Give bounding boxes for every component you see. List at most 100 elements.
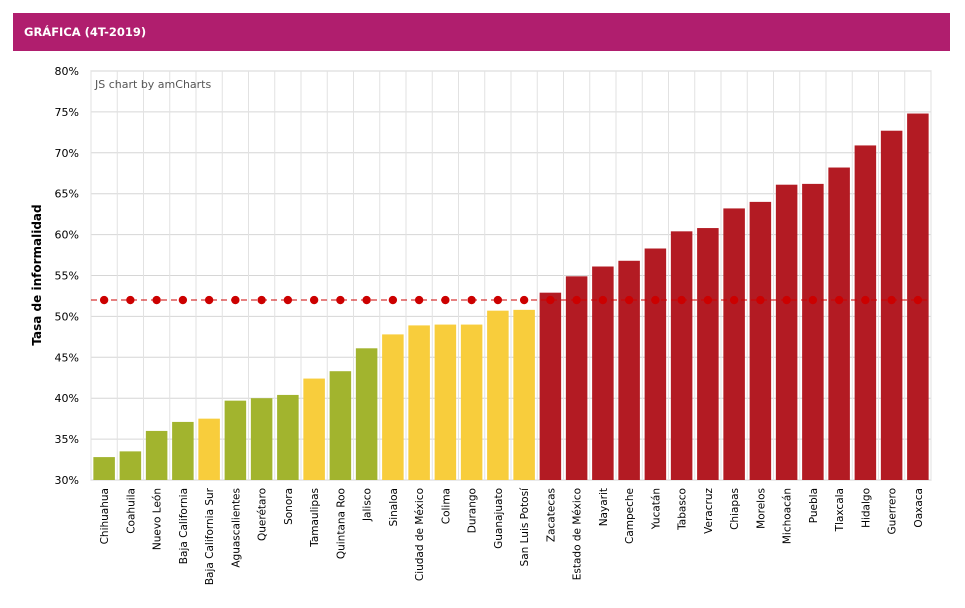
bar[interactable] xyxy=(749,201,772,480)
reference-marker[interactable] xyxy=(388,295,398,305)
reference-marker[interactable] xyxy=(257,295,266,305)
reference-marker[interactable] xyxy=(414,295,424,305)
x-tick-label: Colima xyxy=(440,488,452,524)
y-tick-label: 70% xyxy=(55,147,79,160)
bar[interactable] xyxy=(775,184,798,480)
x-tick-label: Querétaro xyxy=(257,488,269,541)
reference-marker[interactable] xyxy=(204,295,214,305)
reference-marker[interactable] xyxy=(913,295,923,305)
x-tick-label: Quintana Roo xyxy=(335,488,347,559)
bar[interactable] xyxy=(539,292,562,480)
reference-marker[interactable] xyxy=(834,295,844,305)
x-tick-label: Ciudad de México xyxy=(414,488,426,581)
reference-marker[interactable] xyxy=(624,295,634,305)
x-tick-label: Puebla xyxy=(808,488,820,523)
chart-header-title: GRÁFICA (4T-2019) xyxy=(24,25,147,39)
x-tick-label: Michoacán xyxy=(782,488,794,544)
y-tick-label: 40% xyxy=(55,392,79,405)
x-tick-label: Nayarit xyxy=(598,488,610,526)
reference-marker[interactable] xyxy=(808,295,818,305)
reference-line-group xyxy=(91,295,931,305)
reference-marker[interactable] xyxy=(887,295,896,305)
bar[interactable] xyxy=(565,276,588,480)
reference-marker[interactable] xyxy=(441,295,450,305)
bar[interactable] xyxy=(224,400,247,480)
chart-header: GRÁFICA (4T-2019) xyxy=(13,13,950,51)
y-tick-label: 35% xyxy=(55,433,79,446)
reference-marker[interactable] xyxy=(283,295,293,305)
y-axis-label: Tasa de informalidad xyxy=(30,204,44,345)
bar[interactable] xyxy=(434,324,457,480)
reference-marker[interactable] xyxy=(782,295,791,305)
bar[interactable] xyxy=(408,325,430,480)
bar[interactable] xyxy=(618,260,640,480)
bar[interactable] xyxy=(644,248,667,480)
reference-marker[interactable] xyxy=(336,295,345,305)
reference-marker[interactable] xyxy=(651,295,660,305)
x-tick-label: Sonora xyxy=(283,488,295,525)
x-tick-label: Tamaulipas xyxy=(309,488,321,548)
y-tick-label: 80% xyxy=(55,65,79,78)
bars-group xyxy=(93,113,929,481)
reference-marker[interactable] xyxy=(467,295,476,305)
x-tick-label: Guanajuato xyxy=(493,488,505,549)
x-tick-label: Durango xyxy=(467,488,479,533)
x-tick-label: Veracruz xyxy=(703,488,715,534)
reference-marker[interactable] xyxy=(309,295,319,305)
reference-marker[interactable] xyxy=(362,295,371,305)
bar[interactable] xyxy=(828,167,850,481)
reference-marker[interactable] xyxy=(677,295,686,305)
x-tick-label: Zacatecas xyxy=(545,488,557,542)
bar[interactable] xyxy=(93,457,115,480)
reference-marker[interactable] xyxy=(861,295,870,305)
bar[interactable] xyxy=(697,228,719,480)
x-tick-label: Baja California Sur xyxy=(204,487,216,585)
bar[interactable] xyxy=(329,371,352,480)
bar[interactable] xyxy=(723,208,745,480)
bar[interactable] xyxy=(382,334,404,480)
x-tick-label: Oaxaca xyxy=(913,488,925,528)
reference-marker[interactable] xyxy=(99,295,109,305)
x-tick-label: Aguascalientes xyxy=(230,488,242,568)
y-tick-label: 60% xyxy=(55,229,79,242)
y-tick-label: 55% xyxy=(55,270,79,283)
bar[interactable] xyxy=(198,418,220,480)
reference-marker[interactable] xyxy=(572,295,581,305)
bar[interactable] xyxy=(460,324,483,480)
reference-marker[interactable] xyxy=(703,295,713,305)
bar[interactable] xyxy=(487,310,509,480)
y-tick-label: 45% xyxy=(55,351,79,364)
bar[interactable] xyxy=(670,231,693,480)
reference-marker[interactable] xyxy=(178,295,188,305)
x-tick-label: San Luis Potosí xyxy=(519,487,531,567)
bar[interactable] xyxy=(880,130,903,481)
bar[interactable] xyxy=(854,145,877,481)
reference-marker[interactable] xyxy=(546,295,555,305)
x-tick-label: Chihuahua xyxy=(99,488,111,544)
reference-marker[interactable] xyxy=(598,295,608,305)
bar[interactable] xyxy=(250,398,273,480)
bar[interactable] xyxy=(355,348,378,480)
y-tick-label: 30% xyxy=(55,474,79,487)
bar[interactable] xyxy=(303,378,325,480)
bar[interactable] xyxy=(802,183,824,480)
x-tick-label: Estado de México xyxy=(572,488,584,580)
bar[interactable] xyxy=(119,451,142,480)
reference-marker[interactable] xyxy=(126,295,135,305)
bar[interactable] xyxy=(172,421,194,480)
bar[interactable] xyxy=(513,309,535,480)
y-tick-label: 65% xyxy=(55,188,79,201)
reference-marker[interactable] xyxy=(729,295,739,305)
reference-marker[interactable] xyxy=(519,295,529,305)
reference-marker[interactable] xyxy=(756,295,765,305)
reference-marker[interactable] xyxy=(152,295,161,305)
bar[interactable] xyxy=(277,394,299,480)
bar[interactable] xyxy=(145,430,168,480)
bar[interactable] xyxy=(592,266,614,480)
x-tick-label: Campeche xyxy=(624,488,636,544)
reference-marker[interactable] xyxy=(231,295,240,305)
reference-marker[interactable] xyxy=(493,295,503,305)
x-tick-label: Morelos xyxy=(755,488,767,529)
x-tick-label: Yucatán xyxy=(650,488,662,530)
